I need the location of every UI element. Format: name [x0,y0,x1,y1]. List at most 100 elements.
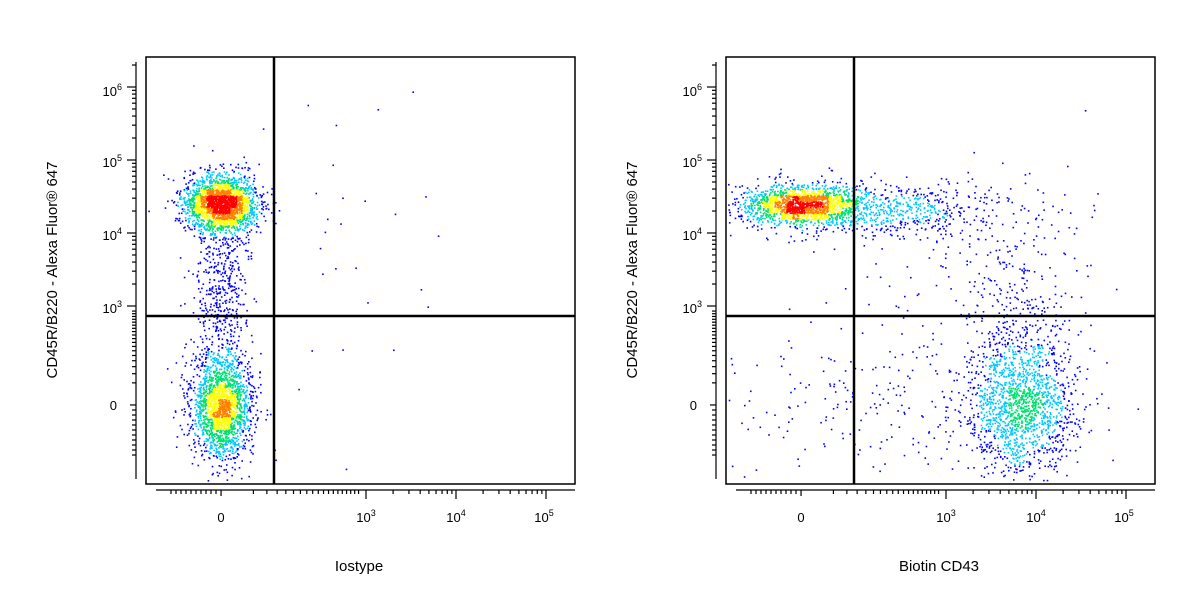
event-dot [220,408,223,411]
event-dot [239,204,242,206]
event-dot [202,378,205,380]
event-dot [209,185,212,187]
event-dot [192,419,194,422]
event-dot [250,375,252,378]
event-dot [214,357,216,359]
event-dot [211,343,213,346]
event-dot [197,415,200,418]
event-dot [244,190,247,193]
event-dot [230,184,232,187]
event-dot [242,447,244,450]
event-dot [210,390,212,393]
event-dot [246,438,248,441]
event-dot [220,262,223,264]
event-dot [216,418,218,421]
event-dot [184,411,186,413]
event-dot [202,429,205,431]
event-dot [205,399,208,401]
event-dot [238,209,240,211]
event-dot [224,203,227,205]
event-dot [207,246,209,249]
event-dot [211,288,214,290]
event-dot [238,294,240,297]
event-dot [238,269,240,271]
event-dot [197,197,199,200]
event-dot [215,444,218,447]
event-dot [228,200,230,202]
event-dot [219,164,222,166]
event-dot [218,426,221,428]
event-dot [208,281,211,284]
event-dot [224,346,227,349]
event-dot [250,205,253,208]
event-dot [230,384,233,386]
event-dot [225,400,228,403]
event-dot [233,425,236,428]
event-dot [212,441,214,444]
event-dot [247,200,250,202]
event-dot [204,377,206,380]
event-dot [249,371,252,374]
event-dot [206,368,208,370]
event-dot [221,343,223,346]
event-dot [217,248,220,250]
event-dot [240,197,243,200]
event-dot [211,171,213,174]
event-dot [212,413,214,416]
event-dot [221,198,224,200]
event-dot [198,189,200,191]
event-dot [232,428,235,430]
event-dot [182,388,184,390]
event-dot [218,408,220,411]
event-dot [196,409,198,412]
event-dot [202,200,204,203]
event-dot [214,418,217,420]
event-dot [227,433,229,436]
event-dot [250,395,252,397]
event-dot [220,227,222,230]
event-dot [218,378,221,380]
event-dot [226,204,229,206]
event-dot [229,418,231,421]
plot-frame [145,56,576,485]
event-dot [199,391,202,394]
event-dot [237,219,240,222]
event-dot [221,272,224,274]
event-dot [196,346,199,348]
event-dot [200,403,202,405]
event-dot [200,238,202,241]
event-dot [211,437,213,439]
event-dot [231,433,234,436]
event-dot [233,411,235,413]
event-dot [248,439,250,442]
event-dot [195,207,198,209]
event-dot [238,388,241,390]
event-dot [231,216,233,218]
event-dot [204,217,207,220]
event-dot [200,396,203,398]
event-dot [226,447,229,450]
event-dot [221,189,224,192]
event-dot [215,437,218,440]
event-dot [252,217,254,219]
event-dot [176,190,179,192]
event-dot [239,395,242,398]
event-dot [212,199,215,202]
event-dot [217,220,219,223]
event-dot [239,237,241,240]
event-dot [244,366,247,368]
event-dot [214,389,217,391]
event-dot [205,337,208,340]
event-dot [228,417,230,419]
event-dot [270,212,273,214]
event-dot [207,349,209,351]
event-dot [195,208,197,211]
event-dot [237,178,240,181]
event-dot [227,309,229,311]
event-dot [174,411,177,413]
event-dot [179,198,181,201]
event-dot [262,206,265,208]
event-dot [251,435,253,437]
event-dot [217,380,220,383]
event-dot [209,228,212,231]
